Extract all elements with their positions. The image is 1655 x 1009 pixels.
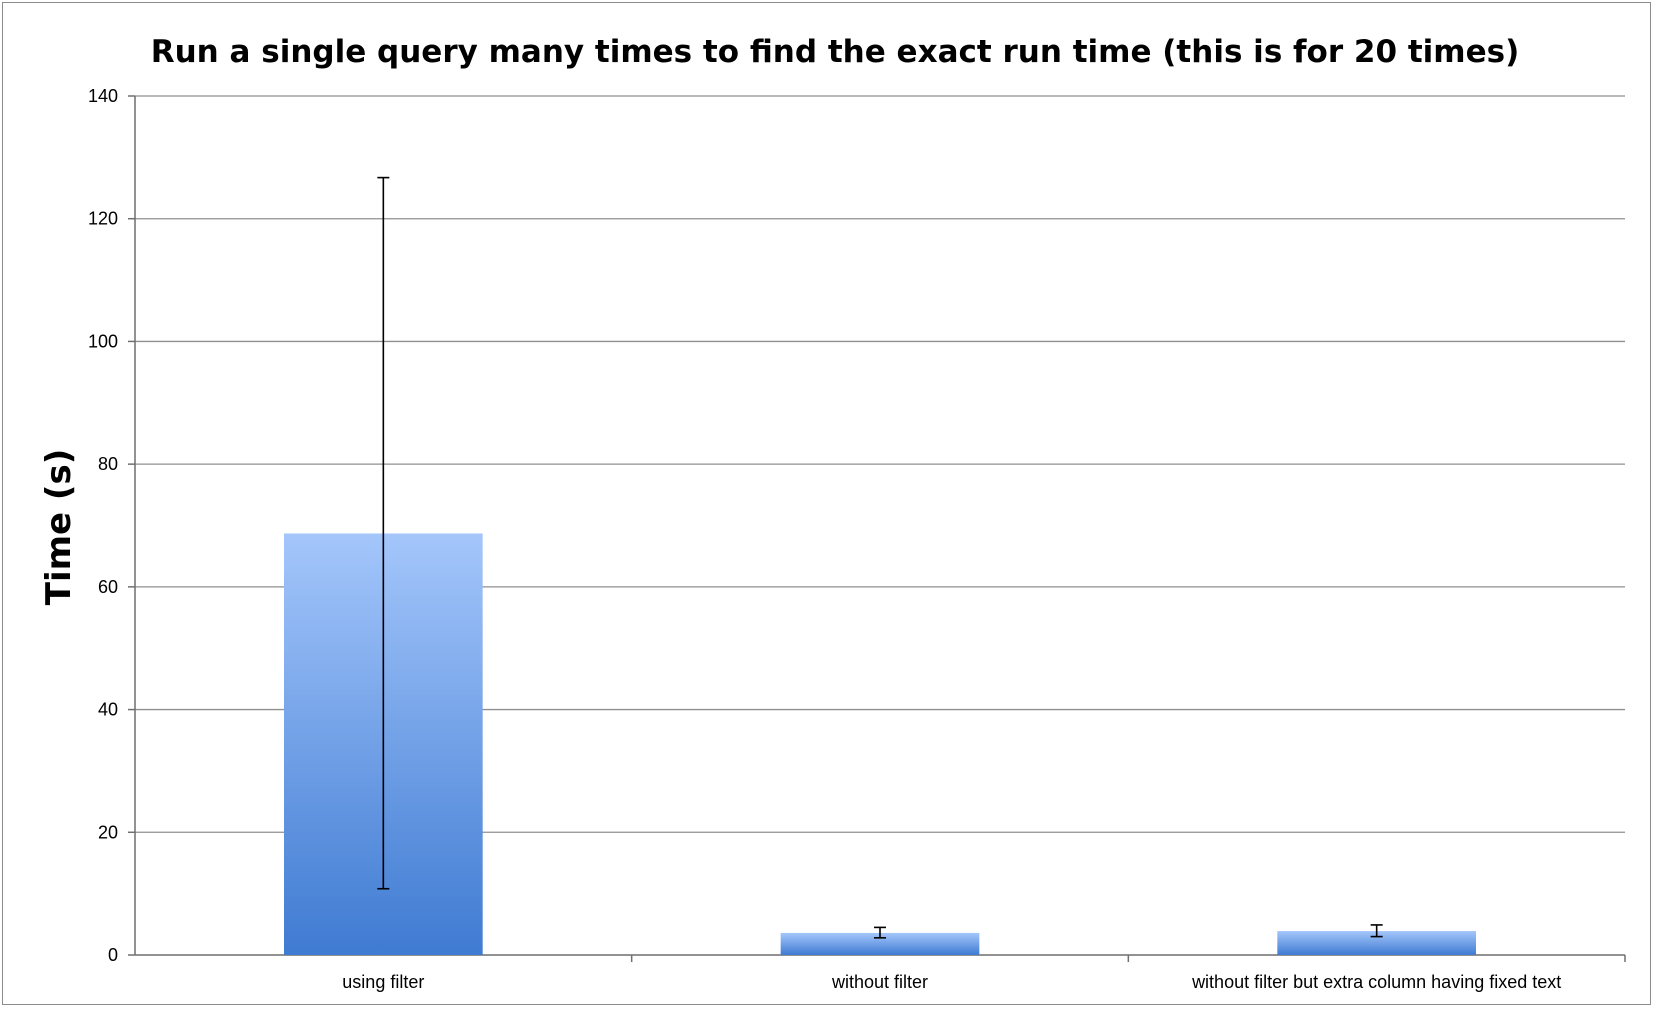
- x-tick-labels: using filter without filter without filter…: [342, 972, 1561, 992]
- y-tick-label: 140: [88, 86, 118, 106]
- y-tick-label: 120: [88, 209, 118, 229]
- x-tick-label: using filter: [342, 972, 424, 992]
- x-tick-label: without filter: [831, 972, 928, 992]
- y-axis-label: Time (s): [39, 449, 79, 606]
- y-tick-labels: 0 20 40 60 80 100 120 140: [88, 86, 118, 965]
- error-bar: [377, 176, 390, 890]
- y-tick-label: 20: [98, 822, 118, 842]
- bar: [1277, 931, 1476, 955]
- y-tick-label: 60: [98, 577, 118, 597]
- y-tick-label: 100: [88, 331, 118, 351]
- error-bar: [874, 926, 886, 939]
- y-tick-label: 80: [98, 454, 118, 474]
- error-bar: [1370, 924, 1383, 938]
- bars: [284, 533, 1476, 955]
- error-bars: [377, 176, 1383, 939]
- x-tick-label: without filter but extra column having f…: [1191, 972, 1561, 992]
- y-tick-label: 40: [98, 700, 118, 720]
- y-tick-label: 0: [108, 945, 118, 965]
- chart-title: Run a single query many times to find th…: [151, 34, 1520, 70]
- bar: [780, 932, 980, 955]
